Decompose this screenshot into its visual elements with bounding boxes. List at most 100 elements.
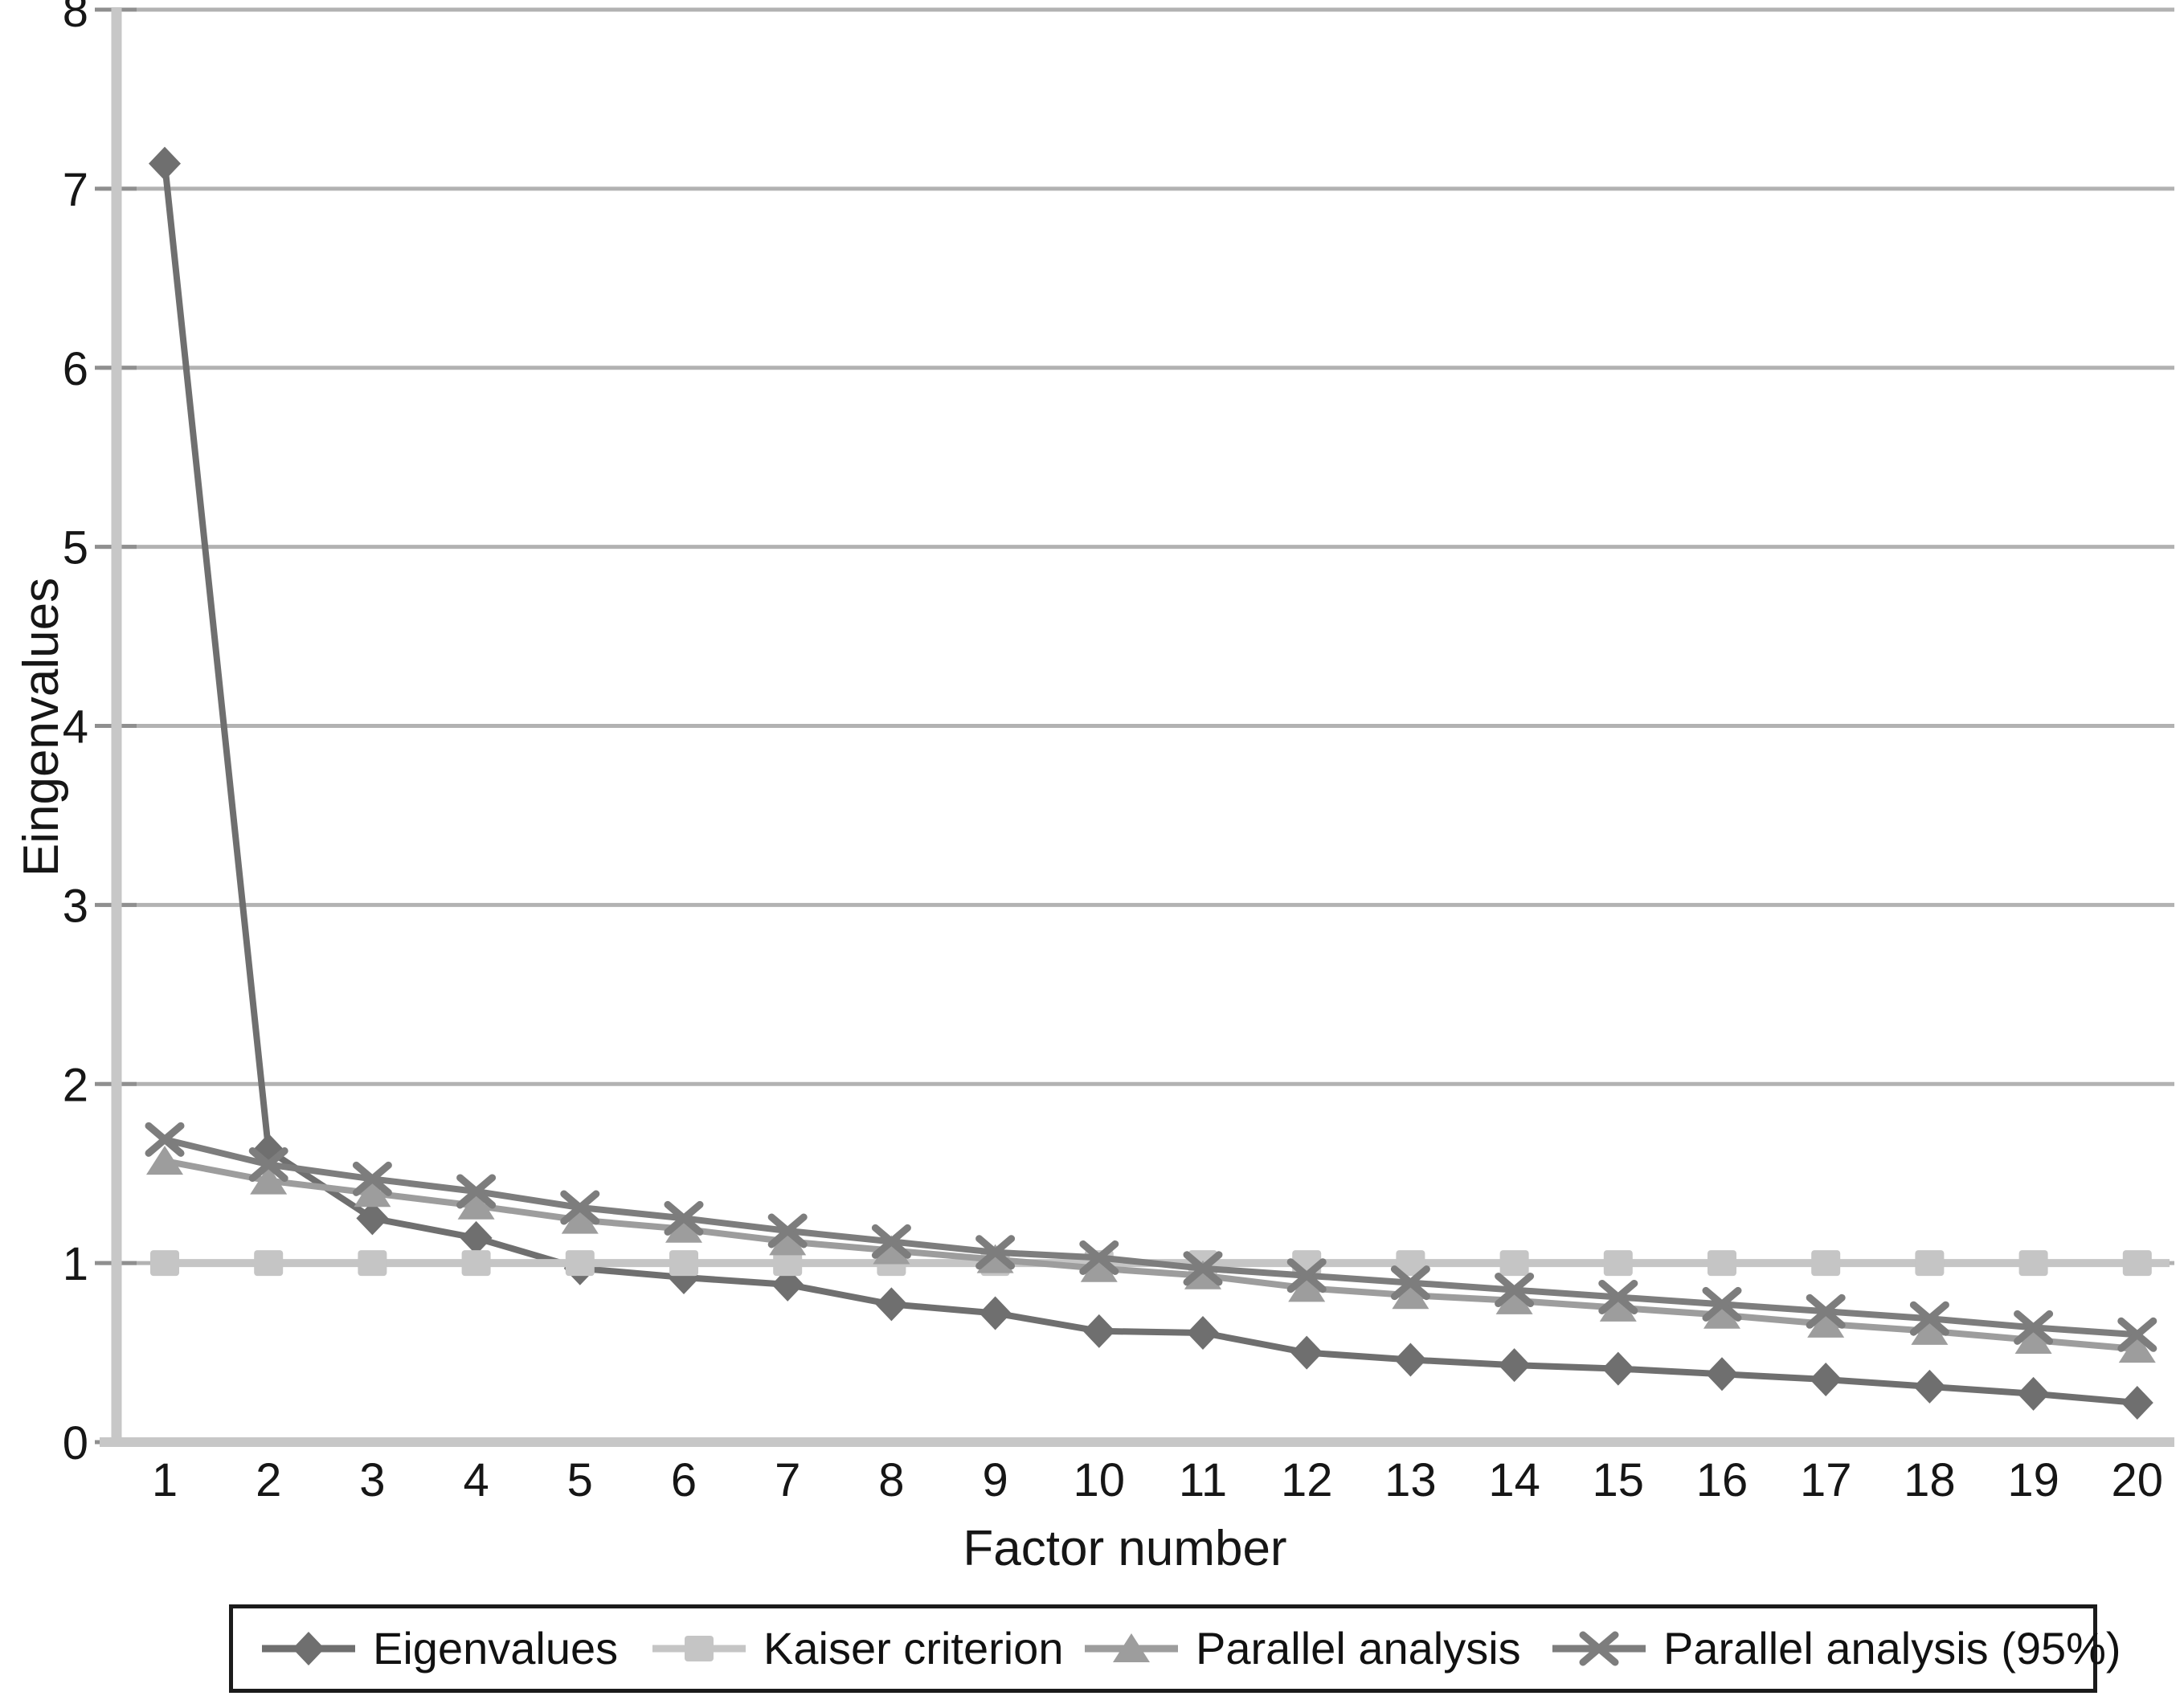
x-tick-label-17: 17 bbox=[1800, 1454, 1852, 1506]
x-tick-label-20: 20 bbox=[2112, 1454, 2164, 1506]
kaiser-criterion-marker-2 bbox=[254, 1250, 284, 1277]
parallel-analysis-95-marker-5 bbox=[560, 1190, 600, 1225]
parallel-analysis-marker-20 bbox=[2118, 1334, 2156, 1363]
parallel-analysis-95-marker-12 bbox=[1286, 1258, 1327, 1293]
eigenvalues-marker-14 bbox=[1498, 1348, 1531, 1383]
x-tick-label-3: 3 bbox=[359, 1454, 385, 1506]
parallel-analysis-marker-7 bbox=[769, 1226, 807, 1256]
legend-label-parallel-analysis-95: Parallel analysis (95%) bbox=[1663, 1623, 2121, 1674]
eigenvalues-marker-8 bbox=[875, 1287, 908, 1322]
legend-parallel-analysis-marker bbox=[1113, 1633, 1150, 1662]
series-parallel-analysis-95-line bbox=[164, 1136, 2138, 1338]
parallel-analysis-marker-10 bbox=[1080, 1253, 1118, 1282]
legend: Eigenvalues Kaiser criterion Parallel anal… bbox=[229, 1604, 2121, 1693]
parallel-analysis-95-marker-19 bbox=[2014, 1310, 2054, 1345]
parallel-analysis-95-marker-10 bbox=[1079, 1240, 1119, 1275]
parallel-analysis-95-marker-11 bbox=[1183, 1251, 1223, 1286]
eigenvalues-marker-12 bbox=[1290, 1335, 1323, 1370]
parallel-analysis-95-marker-9 bbox=[975, 1235, 1016, 1270]
legend-label-parallel-analysis: Parallel analysis bbox=[1196, 1623, 1521, 1674]
parallel-analysis-marker-9 bbox=[976, 1244, 1014, 1273]
parallel-analysis-95-marker-2 bbox=[248, 1147, 288, 1183]
legend-kaiser-criterion-icon bbox=[652, 1636, 746, 1661]
parallel-analysis-95-marker-6 bbox=[664, 1200, 704, 1236]
parallel-analysis-95-marker-13 bbox=[1390, 1265, 1430, 1301]
legend-item-parallel-analysis-95: Parallel analysis (95%) bbox=[1551, 1608, 2121, 1689]
eigenvalues-marker-20 bbox=[2121, 1385, 2153, 1420]
parallel-analysis-marker-14 bbox=[1495, 1285, 1533, 1314]
eigenvalues-marker-7 bbox=[771, 1267, 804, 1302]
parallel-analysis-marker-3 bbox=[354, 1178, 391, 1208]
x-tick-label-1: 1 bbox=[152, 1454, 178, 1506]
y-tick-label-0: 0 bbox=[63, 1417, 88, 1469]
parallel-analysis-marker-5 bbox=[561, 1204, 599, 1234]
kaiser-criterion-marker-18 bbox=[1915, 1250, 1945, 1277]
x-tick-label-4: 4 bbox=[463, 1454, 489, 1506]
parallel-analysis-marker-12 bbox=[1288, 1273, 1326, 1302]
y-tick-label-7: 7 bbox=[63, 164, 88, 216]
kaiser-criterion-marker-20 bbox=[2122, 1250, 2152, 1277]
x-tick-label-8: 8 bbox=[878, 1454, 904, 1506]
parallel-analysis-95-marker-14 bbox=[1495, 1273, 1535, 1308]
series-eigenvalues-line bbox=[162, 163, 2138, 1406]
x-tick-label-10: 10 bbox=[1074, 1454, 1126, 1506]
x-tick-label-19: 19 bbox=[2007, 1454, 2059, 1506]
parallel-analysis-marker-16 bbox=[1703, 1299, 1740, 1329]
x-tick-label-7: 7 bbox=[775, 1454, 800, 1506]
parallel-analysis-marker-8 bbox=[873, 1235, 910, 1265]
parallel-analysis-95-marker-4 bbox=[456, 1174, 497, 1209]
legend-eigenvalues-icon bbox=[262, 1632, 355, 1665]
kaiser-criterion-marker-6 bbox=[669, 1250, 698, 1277]
eigenvalues-marker-3 bbox=[356, 1201, 389, 1236]
legend-eigenvalues-marker bbox=[292, 1632, 325, 1665]
parallel-analysis-95-marker-8 bbox=[871, 1224, 911, 1259]
x-tick-label-11: 11 bbox=[1179, 1454, 1227, 1506]
x-tick-label-9: 9 bbox=[982, 1454, 1008, 1506]
y-tick-label-8: 8 bbox=[63, 0, 88, 37]
kaiser-criterion-marker-13 bbox=[1396, 1250, 1425, 1277]
parallel-analysis-marker-1 bbox=[146, 1146, 183, 1175]
y-tick-label-4: 4 bbox=[63, 701, 88, 754]
kaiser-criterion-marker-3 bbox=[358, 1250, 387, 1277]
kaiser-criterion-marker-16 bbox=[1708, 1250, 1736, 1277]
y-tick-label-6: 6 bbox=[63, 343, 88, 395]
legend-parallel-analysis-icon bbox=[1085, 1633, 1178, 1662]
x-tick-label-6: 6 bbox=[671, 1454, 697, 1506]
parallel-analysis-marker-19 bbox=[2014, 1324, 2052, 1354]
legend-label-kaiser-criterion: Kaiser criterion bbox=[763, 1623, 1064, 1674]
legend-parallel-analysis-95-marker bbox=[1579, 1631, 1619, 1666]
kaiser-criterion-marker-17 bbox=[1811, 1250, 1841, 1277]
legend-item-eigenvalues: Eigenvalues bbox=[260, 1608, 618, 1689]
parallel-analysis-95-marker-20 bbox=[2117, 1317, 2157, 1352]
eigenvalues-marker-16 bbox=[1706, 1357, 1738, 1392]
parallel-analysis-95-marker-7 bbox=[767, 1213, 808, 1249]
x-tick-label-12: 12 bbox=[1281, 1454, 1333, 1506]
parallel-analysis-95-marker-15 bbox=[1598, 1279, 1638, 1314]
eigenvalues-marker-17 bbox=[1810, 1362, 1842, 1396]
parallel-analysis-marker-15 bbox=[1599, 1292, 1637, 1322]
parallel-analysis-95-marker-1 bbox=[145, 1122, 185, 1157]
parallel-analysis-95-marker-16 bbox=[1702, 1286, 1742, 1322]
kaiser-criterion-marker-7 bbox=[773, 1250, 803, 1277]
eigenvalues-marker-9 bbox=[979, 1296, 1012, 1330]
kaiser-criterion-marker-15 bbox=[1603, 1250, 1633, 1277]
eigenvalues-marker-1 bbox=[149, 146, 181, 181]
parallel-analysis-95-marker-18 bbox=[1909, 1301, 1949, 1336]
y-tick-label-3: 3 bbox=[63, 880, 88, 932]
x-tick-label-13: 13 bbox=[1384, 1454, 1437, 1506]
x-tick-label-18: 18 bbox=[1904, 1454, 1956, 1506]
parallel-analysis-marker-17 bbox=[1807, 1308, 1845, 1338]
kaiser-criterion-marker-19 bbox=[2018, 1250, 2048, 1277]
y-tick-label-5: 5 bbox=[63, 522, 88, 574]
legend-item-parallel-analysis: Parallel analysis bbox=[1083, 1608, 1521, 1689]
eigenvalues-marker-13 bbox=[1394, 1342, 1427, 1377]
parallel-analysis-95-marker-17 bbox=[1806, 1293, 1846, 1329]
x-tick-label-2: 2 bbox=[256, 1454, 281, 1506]
parallel-analysis-95-marker-3 bbox=[352, 1161, 392, 1196]
eigenvalues-marker-10 bbox=[1082, 1314, 1115, 1348]
legend-item-kaiser-criterion: Kaiser criterion bbox=[651, 1608, 1063, 1689]
parallel-analysis-marker-13 bbox=[1392, 1280, 1429, 1310]
kaiser-criterion-marker-14 bbox=[1499, 1250, 1529, 1277]
